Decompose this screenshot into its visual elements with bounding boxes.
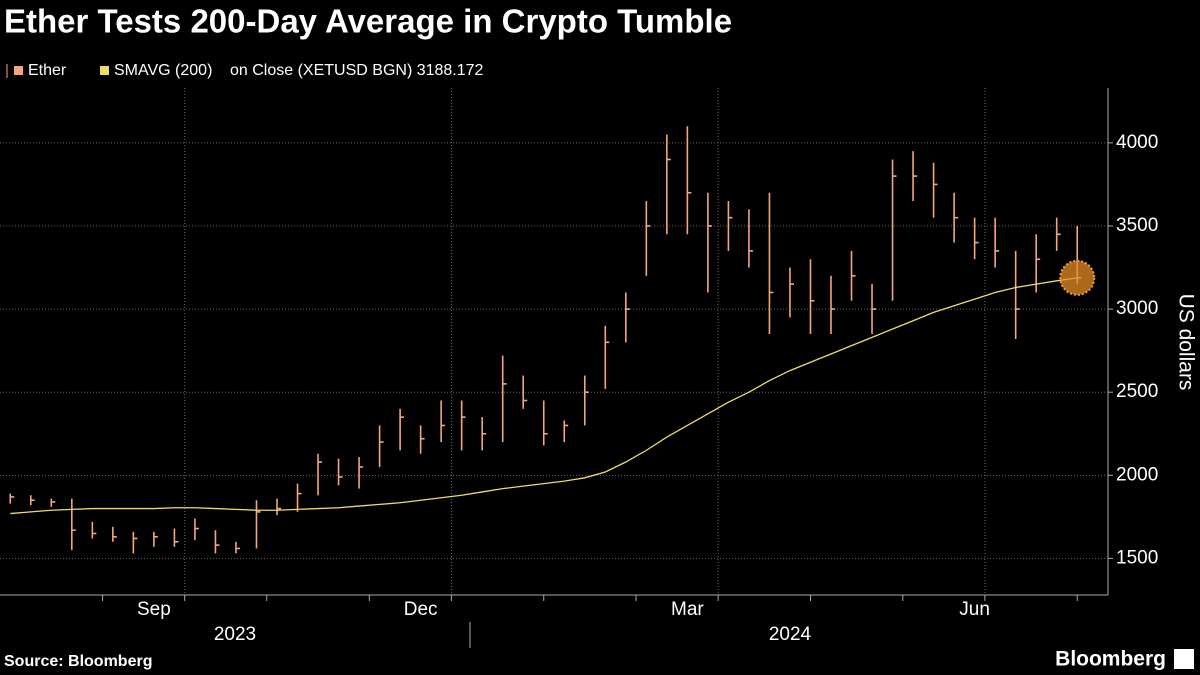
highlight-circle bbox=[1059, 259, 1096, 296]
source: Source: Bloomberg bbox=[4, 653, 152, 670]
y-tick-label: 4000 bbox=[1116, 132, 1158, 153]
legend-label: SMAVG (200) bbox=[114, 62, 212, 79]
y-tick-label: 2000 bbox=[1116, 464, 1158, 485]
x-tick-label: Jun bbox=[959, 599, 990, 620]
legend-note: on Close (XETUSD BGN) 3188.172 bbox=[230, 62, 484, 79]
year-label: 2024 bbox=[769, 624, 812, 645]
y-tick-label: 2500 bbox=[1116, 381, 1158, 402]
chart-title: Ether Tests 200-Day Average in Crypto Tu… bbox=[4, 3, 732, 40]
x-tick-label: Sep bbox=[137, 599, 171, 620]
legend-swatch bbox=[100, 66, 109, 75]
sma-line bbox=[10, 277, 1078, 515]
x-tick-label: Mar bbox=[671, 599, 704, 620]
x-tick-label: Dec bbox=[404, 599, 438, 620]
brand-icon bbox=[1174, 649, 1194, 669]
y-tick-label: 1500 bbox=[1116, 547, 1158, 568]
brand: Bloomberg bbox=[1055, 648, 1166, 671]
y-tick-label: 3000 bbox=[1116, 298, 1158, 319]
y-tick-label: 3500 bbox=[1116, 215, 1158, 236]
legend-swatch bbox=[14, 66, 23, 75]
legend-label: Ether bbox=[28, 62, 67, 79]
year-label: 2023 bbox=[214, 624, 256, 645]
y-axis-label: US dollars bbox=[1174, 294, 1197, 391]
